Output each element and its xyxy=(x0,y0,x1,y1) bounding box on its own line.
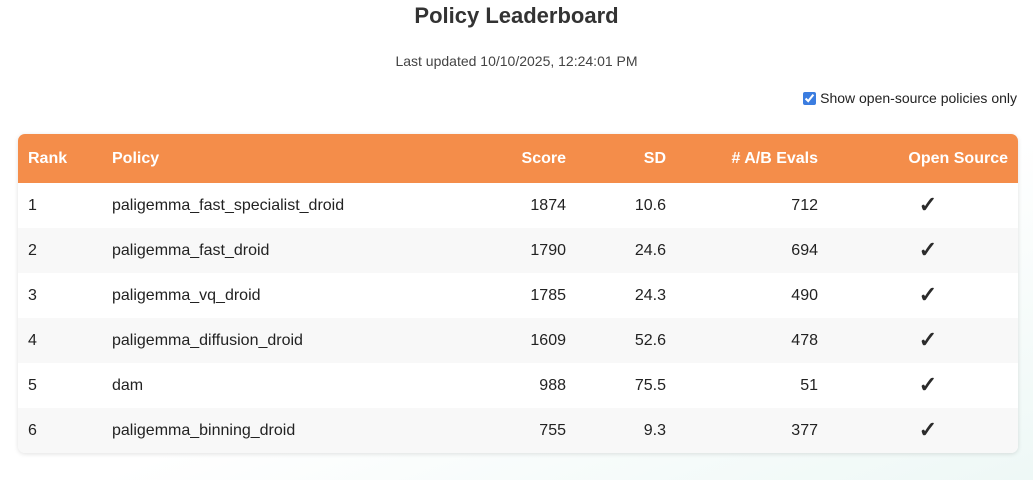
check-icon: ✓ xyxy=(918,372,938,397)
table-row[interactable]: 5 dam 988 75.5 51 ✓ xyxy=(18,363,1018,408)
policy-name-cell: dam xyxy=(112,376,144,394)
open-source-checkbox[interactable] xyxy=(803,91,817,105)
rank-cell: 5 xyxy=(28,376,37,394)
column-header-sd[interactable]: SD xyxy=(643,149,666,167)
evals-cell: 377 xyxy=(791,421,818,439)
table-row[interactable]: 6 paligemma_binning_droid 755 9.3 377 ✓ xyxy=(18,408,1018,453)
policy-name-cell: paligemma_diffusion_droid xyxy=(112,331,303,349)
evals-cell: 51 xyxy=(800,376,818,394)
rank-cell: 6 xyxy=(28,421,37,439)
evals-cell: 490 xyxy=(791,286,818,304)
sd-cell: 24.6 xyxy=(634,241,666,259)
table-header-row: Rank Policy Score SD # A/B Evals Open So… xyxy=(18,134,1018,183)
open-source-cell: ✓ xyxy=(828,183,1018,228)
check-icon: ✓ xyxy=(918,417,938,442)
evals-cell: 694 xyxy=(791,241,818,259)
page-title: Policy Leaderboard xyxy=(414,3,619,28)
open-source-cell: ✓ xyxy=(828,318,1018,363)
leaderboard-table: Rank Policy Score SD # A/B Evals Open So… xyxy=(18,134,1018,453)
table-row[interactable]: 4 paligemma_diffusion_droid 1609 52.6 478 ✓ xyxy=(18,318,1018,363)
column-header-score[interactable]: Score xyxy=(521,149,566,167)
open-source-cell: ✓ xyxy=(828,363,1018,408)
evals-cell: 478 xyxy=(791,331,818,349)
rank-cell: 4 xyxy=(28,331,37,349)
policy-name-cell: paligemma_fast_droid xyxy=(112,241,270,259)
sd-cell: 9.3 xyxy=(643,421,666,439)
check-icon: ✓ xyxy=(918,192,938,217)
last-updated-text: Last updated 10/10/2025, 12:24:01 PM xyxy=(395,53,638,69)
policy-name-cell: paligemma_fast_specialist_droid xyxy=(112,196,345,214)
score-cell: 1609 xyxy=(530,331,566,349)
rank-cell: 3 xyxy=(28,286,37,304)
policy-name-cell: paligemma_binning_droid xyxy=(112,421,296,439)
table-body: 1 paligemma_fast_specialist_droid 1874 10.6… xyxy=(18,183,1018,453)
table-row[interactable]: 3 paligemma_vq_droid 1785 24.3 490 ✓ xyxy=(18,273,1018,318)
sd-cell: 75.5 xyxy=(634,376,666,394)
check-icon: ✓ xyxy=(918,327,938,352)
sd-cell: 52.6 xyxy=(634,331,666,349)
open-source-cell: ✓ xyxy=(828,228,1018,273)
policy-name-cell: paligemma_vq_droid xyxy=(112,286,261,304)
score-cell: 988 xyxy=(539,376,566,394)
column-header-rank[interactable]: Rank xyxy=(28,149,68,167)
open-source-filter-label: Show open-source policies only xyxy=(820,90,1017,106)
score-cell: 1785 xyxy=(530,286,566,304)
rank-cell: 1 xyxy=(28,196,37,214)
check-icon: ✓ xyxy=(918,282,938,307)
score-cell: 1790 xyxy=(530,241,566,259)
open-source-filter[interactable]: Show open-source policies only xyxy=(803,89,1017,107)
rank-cell: 2 xyxy=(28,241,37,259)
column-header-evals[interactable]: # A/B Evals xyxy=(731,149,818,167)
check-icon: ✓ xyxy=(918,237,938,262)
column-header-policy[interactable]: Policy xyxy=(112,149,160,167)
score-cell: 1874 xyxy=(530,196,566,214)
open-source-cell: ✓ xyxy=(828,408,1018,453)
sd-cell: 24.3 xyxy=(634,286,666,304)
evals-cell: 712 xyxy=(791,196,818,214)
table-row[interactable]: 2 paligemma_fast_droid 1790 24.6 694 ✓ xyxy=(18,228,1018,273)
open-source-cell: ✓ xyxy=(828,273,1018,318)
sd-cell: 10.6 xyxy=(634,196,666,214)
table-row[interactable]: 1 paligemma_fast_specialist_droid 1874 10.6… xyxy=(18,183,1018,228)
column-header-open-source[interactable]: Open Source xyxy=(908,149,1008,167)
leaderboard-table-container: Rank Policy Score SD # A/B Evals Open So… xyxy=(18,134,1018,453)
score-cell: 755 xyxy=(539,421,566,439)
